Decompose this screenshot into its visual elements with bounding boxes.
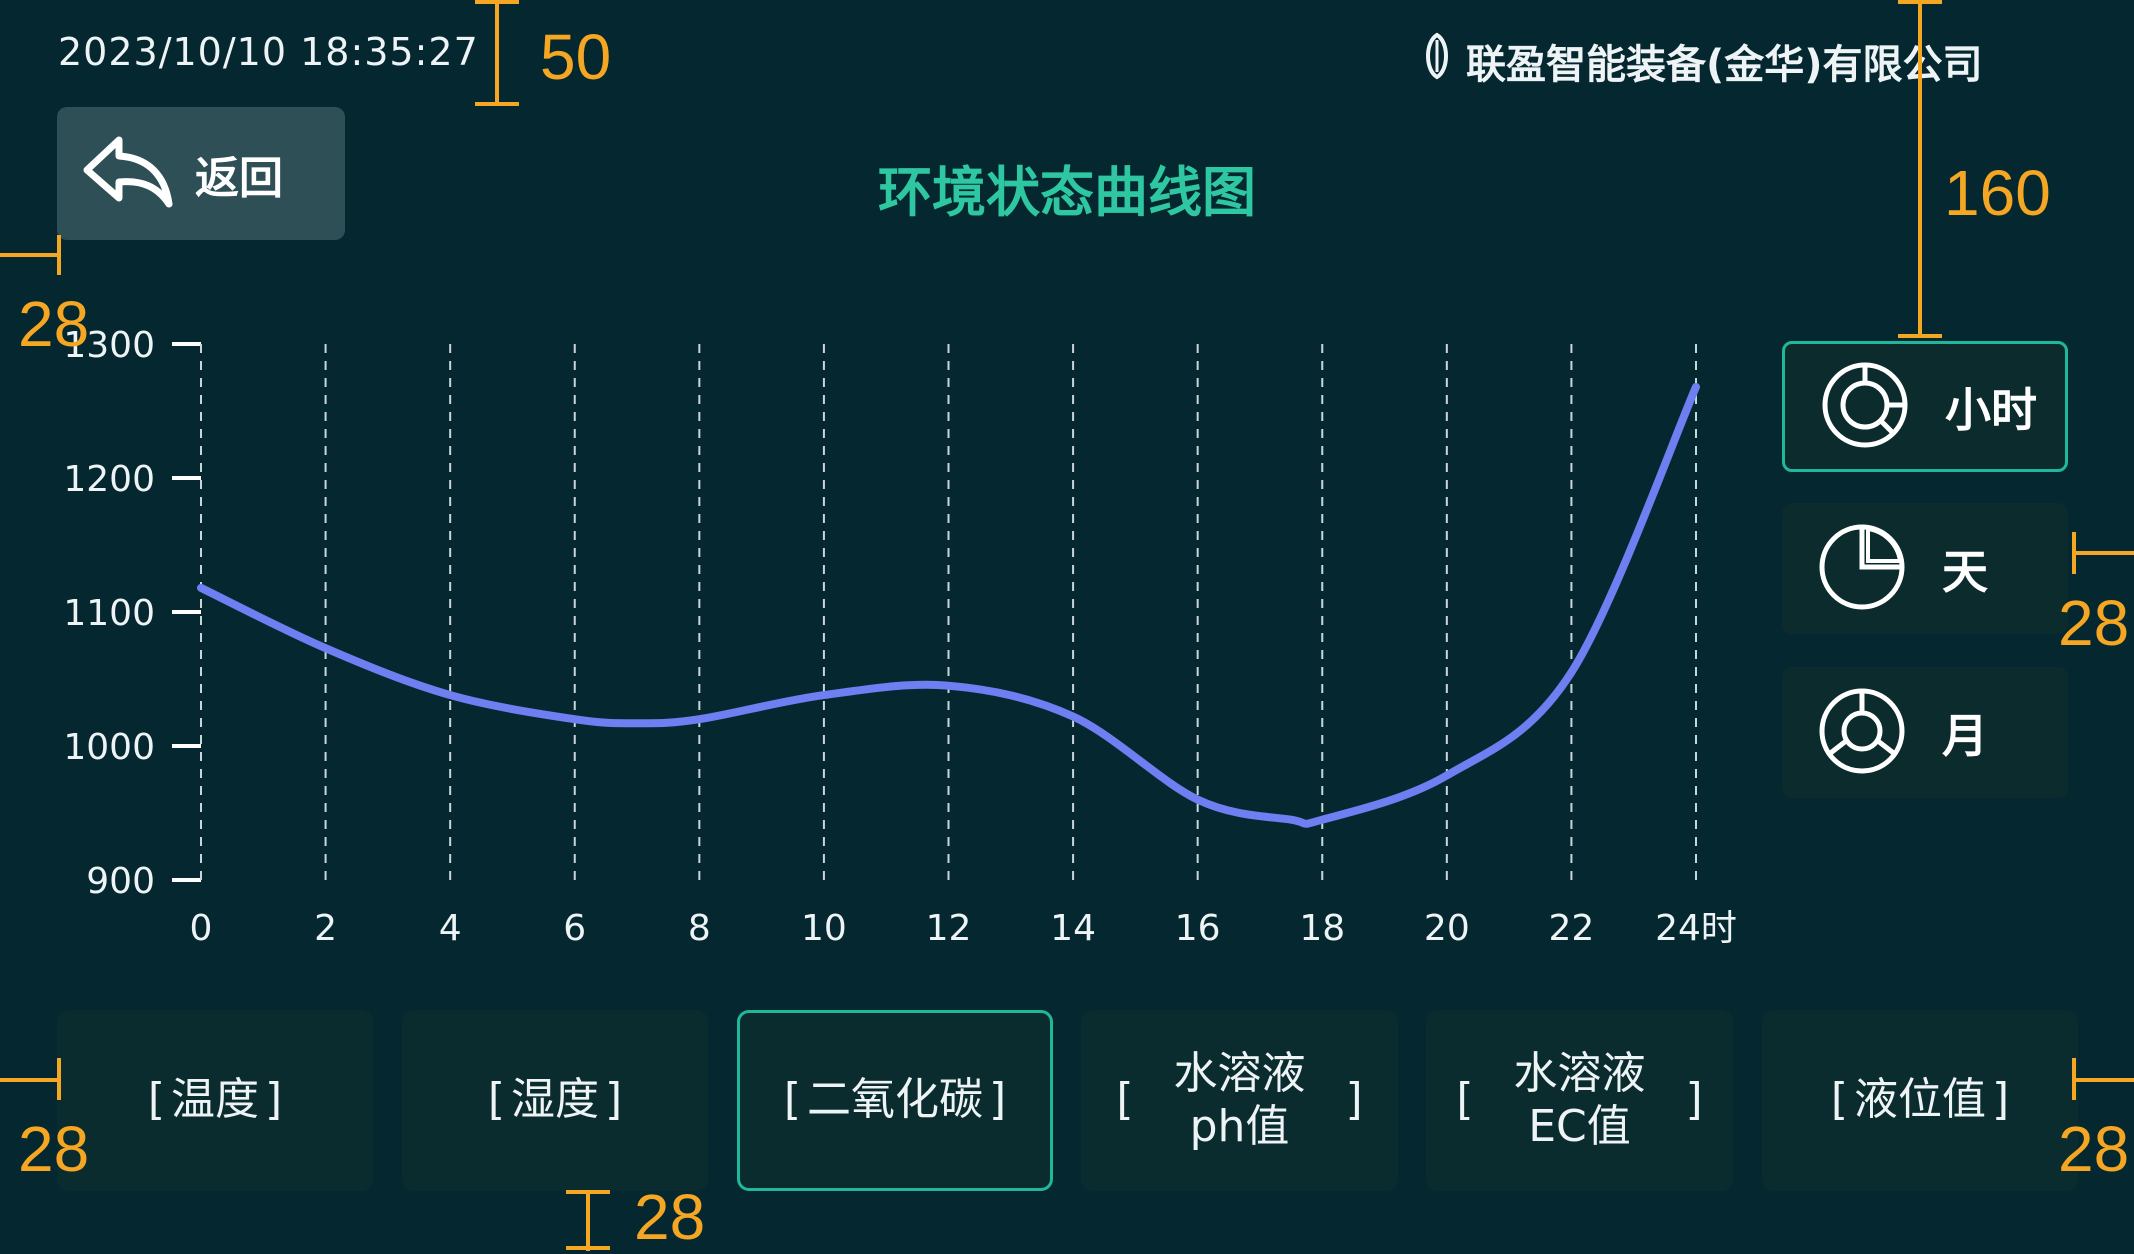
annotation-cap (1898, 0, 1942, 4)
bracket-close: ] (1992, 1074, 2010, 1126)
annotation-bottom-right: 28 (2058, 1113, 2130, 1185)
annotation-line-bottom-left (0, 1078, 59, 1082)
x-tick-label: 14 (1050, 908, 1096, 949)
x-tick-label: 22 (1549, 908, 1595, 949)
bracket-open: [ (1456, 1074, 1474, 1126)
metric-ec-line2: EC值 (1528, 1100, 1631, 1152)
period-hour-button[interactable]: 小时 (1782, 341, 2068, 472)
annotation-bottom-gap: 28 (634, 1181, 706, 1253)
x-tick-label: 20 (1424, 908, 1470, 949)
back-arrow-icon (79, 132, 175, 216)
bracket-close: ] (265, 1074, 283, 1126)
annotation-cap (2072, 532, 2076, 574)
company-name: 联盈智能装备(金华)有限公司 (1420, 32, 1983, 90)
bracket-open: [ (487, 1074, 505, 1126)
y-tick-label: 1000 (63, 727, 155, 768)
annotation-cap (566, 1190, 610, 1194)
period-hour-label: 小时 (1945, 382, 2037, 437)
annotation-line-left (0, 253, 59, 257)
annotation-bottom-left: 28 (18, 1113, 90, 1185)
metric-ec-button[interactable]: [ 水溶液 EC值 ] (1426, 1010, 1733, 1191)
series-line (197, 382, 1700, 828)
metric-co2-label: 二氧化碳 (807, 1074, 983, 1126)
metric-ph-button[interactable]: [ 水溶液 ph值 ] (1081, 1010, 1398, 1191)
metric-level-button[interactable]: [ 液位值 ] (1762, 1010, 2078, 1191)
back-button[interactable]: 返回 (57, 107, 345, 240)
company-label: 联盈智能装备(金华)有限公司 (1466, 42, 1983, 88)
bracket-close: ] (605, 1074, 623, 1126)
period-month-button[interactable]: 月 (1782, 667, 2068, 798)
annotation-line-right (2074, 551, 2134, 555)
metric-ph-line1: 水溶液 (1173, 1047, 1306, 1099)
bracket-close: ] (1345, 1074, 1363, 1126)
x-gridlines (200, 344, 1697, 880)
metric-humidity-label: 湿度 (511, 1074, 599, 1126)
annotation-cap (57, 235, 61, 275)
metric-ec-text: 水溶液 EC值 (1514, 1048, 1646, 1154)
bracket-close: ] (1685, 1074, 1703, 1126)
annotation-cap (1898, 334, 1942, 338)
annotation-cap (2072, 1058, 2076, 1100)
metric-temperature-label: 温度 (171, 1074, 259, 1126)
x-tick-label: 16 (1175, 908, 1221, 949)
company-logo-icon (1420, 32, 1454, 90)
bracket-open: [ (783, 1074, 801, 1126)
annotation-cap (475, 102, 519, 106)
metric-temperature-button[interactable]: [ 温度 ] (57, 1010, 373, 1191)
x-tick-label: 4 (439, 908, 462, 949)
metric-level-label: 液位值 (1854, 1074, 1986, 1126)
x-tick-label: 24时 (1655, 908, 1737, 949)
annotation-cap (566, 1246, 610, 1250)
metric-humidity-button[interactable]: [ 湿度 ] (402, 1010, 708, 1191)
annotation-line-bottom (586, 1192, 590, 1251)
day-pie-icon (1816, 521, 1908, 617)
x-axis: 0 2 4 6 8 10 12 14 16 18 20 22 24时 (190, 908, 1737, 949)
annotation-line-bottom-right (2074, 1078, 2134, 1082)
annotation-right-gap: 28 (2058, 587, 2130, 659)
metric-ph-text: 水溶液 ph值 (1174, 1048, 1306, 1154)
datetime: 2023/10/10 18:35:27 (58, 30, 479, 74)
x-tick-label: 8 (688, 908, 711, 949)
x-tick-label: 10 (801, 908, 847, 949)
month-donut-icon (1816, 685, 1908, 781)
metric-co2-button[interactable]: [ 二氧化碳 ] (737, 1010, 1053, 1191)
y-tick-label: 1200 (63, 459, 155, 500)
page-title: 环境状态曲线图 (878, 161, 1256, 224)
annotation-cap (57, 1058, 61, 1100)
x-tick-label: 6 (563, 908, 586, 949)
annotation-cap (475, 0, 519, 4)
x-tick-label: 0 (190, 908, 213, 949)
period-day-button[interactable]: 天 (1782, 503, 2068, 634)
bracket-open: [ (1116, 1074, 1134, 1126)
bracket-open: [ (1830, 1074, 1848, 1126)
series-layer (197, 382, 1700, 828)
y-axis: 1300 1200 1100 1000 900 (63, 325, 201, 902)
bracket-close: ] (989, 1074, 1007, 1126)
annotation-left-margin: 28 (18, 288, 90, 360)
period-day-label: 天 (1942, 544, 1988, 599)
period-month-label: 月 (1942, 708, 1988, 763)
annotation-line-right-top (1918, 0, 1922, 338)
back-button-label: 返回 (195, 152, 283, 204)
annotation-line-top (495, 0, 499, 104)
x-tick-label: 12 (926, 908, 972, 949)
y-tick-label: 900 (86, 861, 155, 902)
y-tick-label: 1100 (63, 593, 155, 634)
metric-ec-line1: 水溶液 (1513, 1047, 1646, 1099)
y-tick-label: 1300 (63, 325, 155, 366)
x-tick-label: 2 (314, 908, 337, 949)
metric-ph-line2: ph值 (1189, 1100, 1290, 1152)
x-tick-label: 18 (1299, 908, 1345, 949)
bracket-open: [ (147, 1074, 165, 1126)
annotation-right-offset: 160 (1944, 157, 2051, 229)
annotation-top-margin: 50 (540, 21, 612, 93)
hour-chart-icon (1819, 359, 1911, 455)
